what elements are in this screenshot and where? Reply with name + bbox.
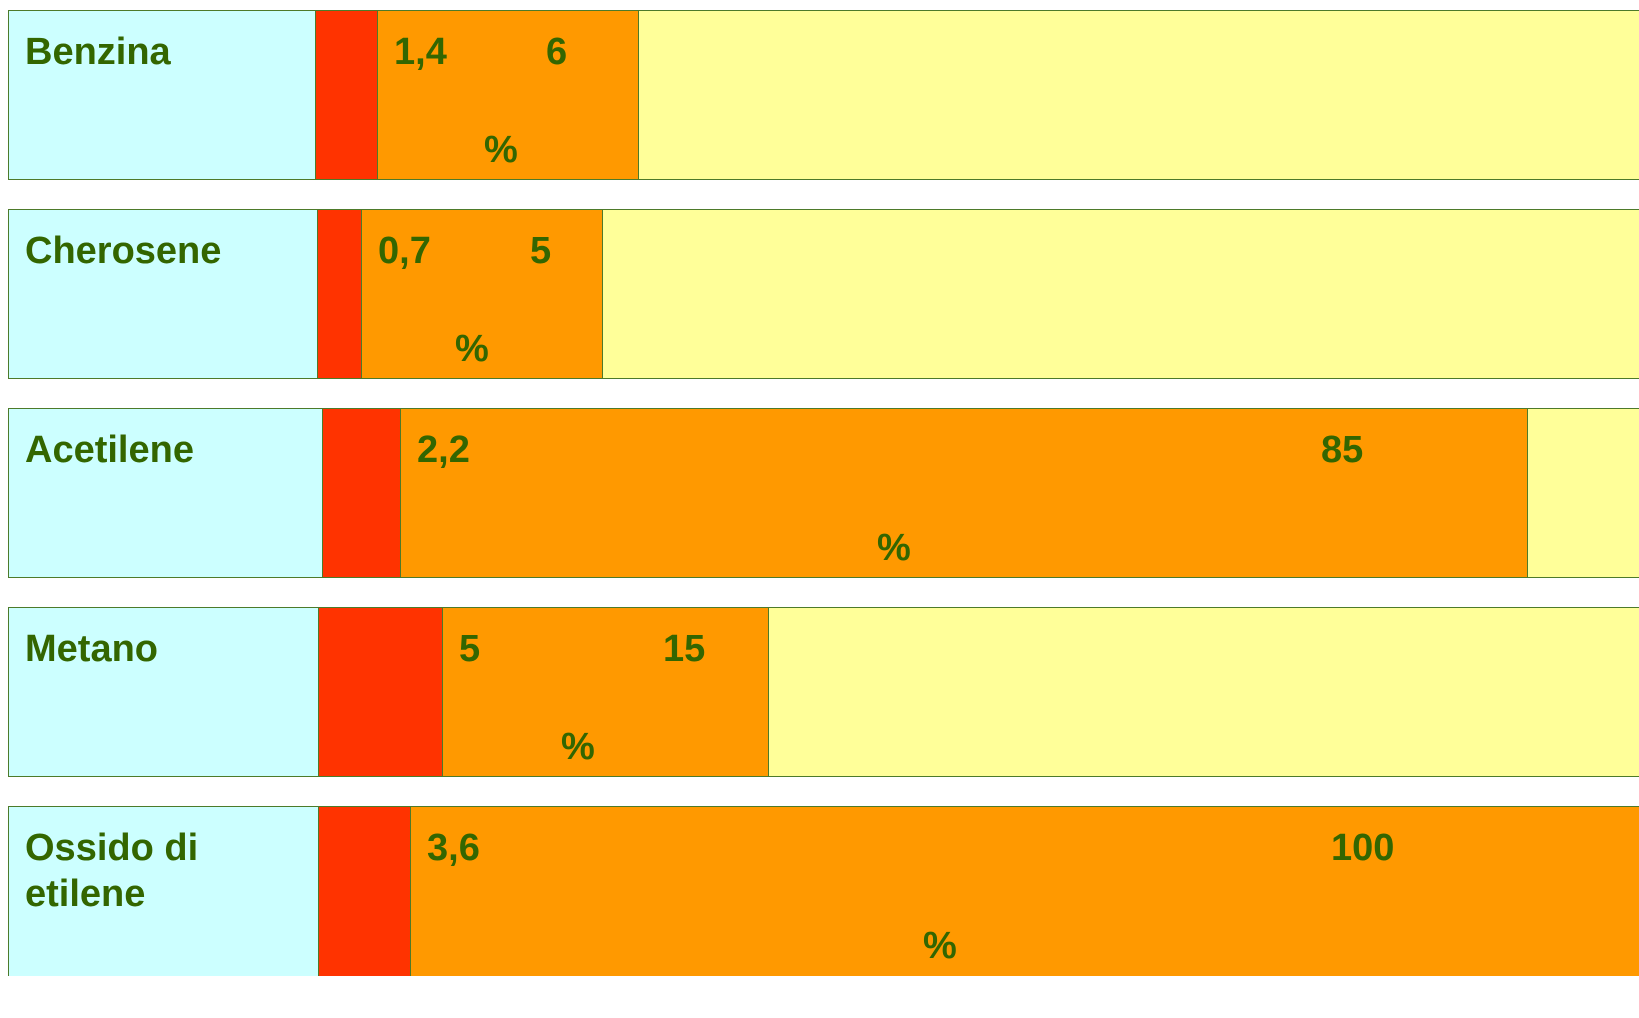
below-lower-limit-bar	[316, 11, 378, 179]
flammability-row-metano: Metano 5 15 %	[8, 607, 1639, 777]
flammable-range-bar: 0,7 5 %	[362, 210, 603, 378]
flammability-row-benzina: Benzina 1,4 6 %	[8, 10, 1639, 180]
upper-limit-label: 100	[1331, 827, 1395, 869]
below-lower-limit-bar	[319, 807, 411, 976]
lower-limit-label: 0,7	[378, 230, 431, 272]
lower-limit-label: 1,4	[394, 31, 447, 73]
percent-unit-label: %	[455, 328, 489, 370]
substance-name-cell: Cherosene	[9, 210, 318, 378]
upper-limit-label: 85	[1321, 429, 1364, 471]
substance-name: Acetilene	[25, 429, 194, 471]
substance-name: Metano	[25, 628, 158, 670]
flammable-range-bar: 1,4 6 %	[378, 11, 639, 179]
upper-limit-label: 5	[530, 230, 552, 272]
substance-name-cell: Metano	[9, 608, 319, 776]
below-lower-limit-bar	[318, 210, 362, 378]
flammable-range-bar: 2,2 85 %	[401, 409, 1528, 577]
upper-limit-label: 15	[663, 628, 706, 670]
flammable-range-bar: 5 15 %	[443, 608, 769, 776]
substance-name-cell: Ossido di etilene	[9, 807, 319, 976]
substance-name: Benzina	[25, 31, 171, 73]
lower-limit-label: 2,2	[417, 429, 470, 471]
percent-unit-label: %	[484, 129, 518, 171]
below-lower-limit-bar	[323, 409, 401, 577]
substance-name: Cherosene	[25, 230, 222, 272]
substance-name: Ossido di etilene	[25, 827, 199, 915]
percent-unit-label: %	[877, 527, 911, 569]
percent-unit-label: %	[561, 726, 595, 768]
percent-unit-label: %	[923, 925, 957, 967]
lower-limit-label: 5	[459, 628, 481, 670]
flammability-row-ossido-di-etilene: Ossido di etilene 3,6 100 %	[8, 806, 1639, 976]
flammability-row-cherosene: Cherosene 0,7 5 %	[8, 209, 1639, 379]
flammability-row-acetilene: Acetilene 2,2 85 %	[8, 408, 1639, 578]
below-lower-limit-bar	[319, 608, 443, 776]
substance-name-cell: Acetilene	[9, 409, 323, 577]
upper-limit-label: 6	[546, 31, 568, 73]
flammable-range-bar: 3,6 100 %	[411, 807, 1639, 976]
lower-limit-label: 3,6	[427, 827, 480, 869]
substance-name-cell: Benzina	[9, 11, 316, 179]
